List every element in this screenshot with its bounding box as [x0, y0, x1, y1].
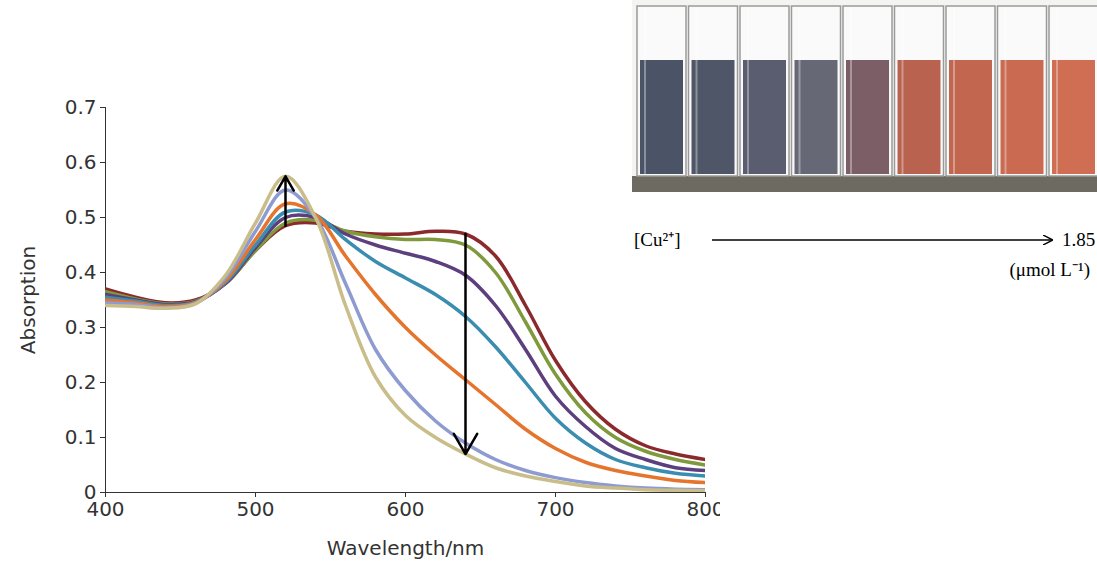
svg-text:0.5: 0.5 [65, 205, 97, 229]
svg-text:0.3: 0.3 [65, 315, 97, 339]
svg-text:600: 600 [386, 497, 424, 521]
svg-text:0.1: 0.1 [65, 425, 97, 449]
svg-text:0: 0 [84, 480, 97, 504]
svg-text:1.85: 1.85 [1062, 229, 1095, 250]
svg-text:700: 700 [536, 497, 574, 521]
svg-text:800: 800 [686, 497, 720, 521]
svg-text:0.6: 0.6 [65, 150, 97, 174]
svg-text:Wavelength/nm: Wavelength/nm [327, 536, 485, 560]
svg-text:0.2: 0.2 [65, 370, 97, 394]
svg-text:400: 400 [86, 496, 125, 521]
svg-text:0.4: 0.4 [65, 260, 97, 284]
svg-text:(μmol L⁻¹): (μmol L⁻¹) [1010, 259, 1090, 281]
svg-text:0.7: 0.7 [65, 95, 97, 119]
svg-text:[Cu²⁺]: [Cu²⁺] [634, 229, 681, 250]
svg-text:Absorption: Absorption [16, 246, 40, 354]
svg-text:500: 500 [236, 497, 274, 521]
